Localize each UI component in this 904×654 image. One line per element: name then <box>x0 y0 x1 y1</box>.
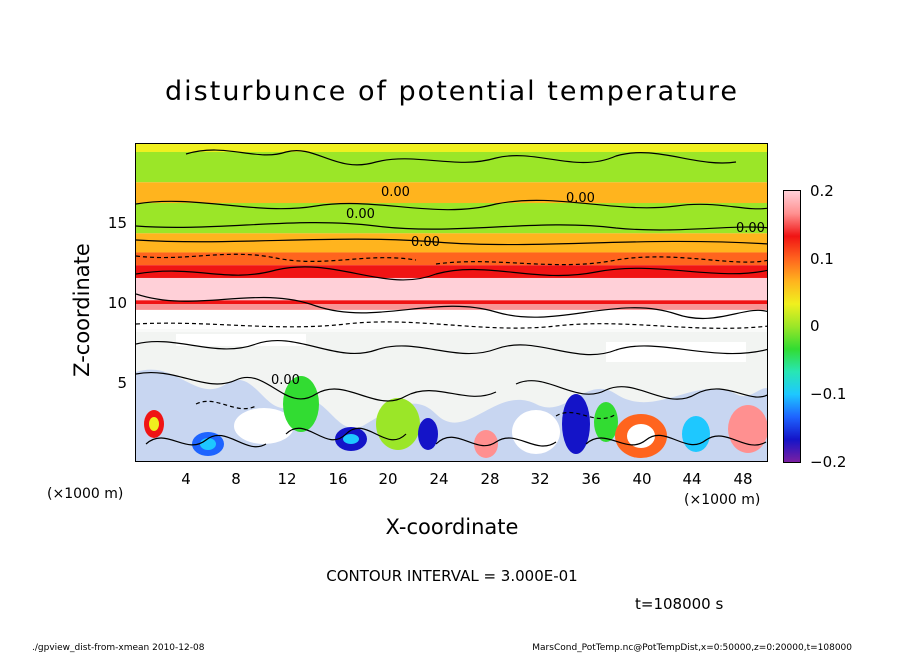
heatmap-band <box>136 277 767 301</box>
colorbar-tick-label: −0.2 <box>810 453 847 471</box>
contour-label: 0.00 <box>736 221 765 236</box>
x-tick-label: 24 <box>429 470 449 488</box>
footer-left: ./gpview_dist-from-xmean 2010-12-08 <box>32 643 205 653</box>
x-tick-label: 12 <box>277 470 297 488</box>
heatmap-band <box>136 151 767 183</box>
y-tick-label: 10 <box>107 294 127 312</box>
x-tick-label: 16 <box>328 470 348 488</box>
heatmap-band <box>136 265 767 278</box>
colorbar <box>783 190 801 463</box>
x-tick-label: 36 <box>581 470 601 488</box>
heatmap-band <box>136 144 767 152</box>
contour-label: 0.00 <box>411 235 440 250</box>
contour-label: 0.00 <box>346 207 375 222</box>
x-tick-label: 32 <box>530 470 550 488</box>
y-tick-label: 15 <box>107 214 127 232</box>
x-tick-label: 20 <box>378 470 398 488</box>
chart-title: disturbunce of potential temperature <box>165 76 739 107</box>
colorbar-tick-label: 0.2 <box>810 182 834 200</box>
x-axis-label: X-coordinate <box>385 515 519 539</box>
plot-area: 0.00 0.00 0.00 0.00 0.00 0.00 <box>135 143 768 462</box>
heatmap-bands <box>136 144 767 310</box>
x-tick-label: 40 <box>632 470 652 488</box>
contour-label: 0.00 <box>566 191 595 206</box>
heatmap-plot: 0.00 0.00 0.00 0.00 0.00 0.00 <box>136 144 767 461</box>
contour-lines <box>136 149 767 448</box>
colorbar-tick-label: 0 <box>810 317 820 335</box>
x-tick-label: 8 <box>231 470 241 488</box>
heatmap-band <box>136 182 767 204</box>
contour-label: 0.00 <box>381 185 410 200</box>
y-tick-label: 5 <box>117 374 127 392</box>
x-tick-label: 44 <box>682 470 702 488</box>
turbulence-region <box>136 304 767 461</box>
colorbar-tick-label: −0.1 <box>810 385 847 403</box>
x-tick-label: 48 <box>733 470 753 488</box>
x-axis-unit: (×1000 m) <box>684 492 761 508</box>
heatmap-band <box>136 252 767 266</box>
time-label: t=108000 s <box>635 595 724 613</box>
contour-interval-note: CONTOUR INTERVAL = 3.000E-01 <box>326 567 578 585</box>
x-tick-label: 4 <box>181 470 191 488</box>
contour-labels: 0.00 0.00 0.00 0.00 0.00 0.00 <box>271 185 765 388</box>
y-axis-unit: (×1000 m) <box>47 486 124 502</box>
footer-right: MarsCond_PotTemp.nc@PotTempDist,x=0:5000… <box>532 643 852 653</box>
y-axis-label: Z-coordinate <box>70 243 94 377</box>
contour-label: 0.00 <box>271 373 300 388</box>
colorbar-tick-label: 0.1 <box>810 250 834 268</box>
x-tick-label: 28 <box>480 470 500 488</box>
